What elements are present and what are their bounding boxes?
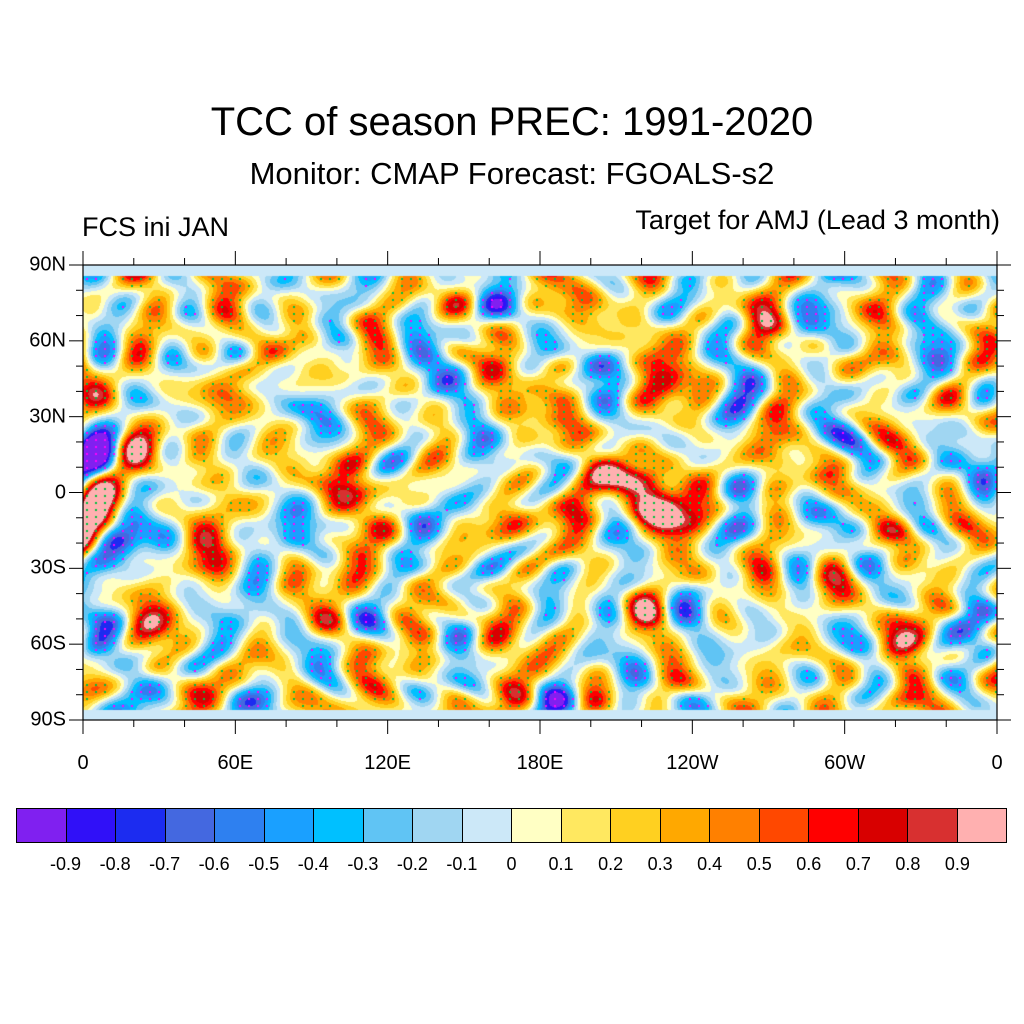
colorbar-label: -0.6: [198, 854, 230, 874]
colorbar-swatch: [759, 809, 809, 842]
colorbar-label: -0.5: [248, 854, 280, 874]
lon-tick-label: 0: [77, 752, 89, 774]
colorbar-label: 0: [506, 854, 517, 874]
lon-tick-label: 180E: [516, 752, 564, 774]
colorbar-swatch: [413, 809, 463, 842]
lat-tick-label: 30S: [30, 556, 66, 579]
map-border: [82, 264, 998, 721]
colorbar-label: -0.9: [50, 854, 82, 874]
colorbar-swatch: [809, 809, 859, 842]
colorbar-label: 0.7: [845, 854, 871, 874]
colorbar-label: 0.4: [697, 854, 723, 874]
colorbar-swatch: [66, 809, 116, 842]
colorbar-swatch: [17, 809, 67, 842]
lat-tick-label: 0: [54, 481, 66, 503]
colorbar-swatch: [611, 809, 661, 842]
colorbar-label: -0.4: [297, 854, 329, 874]
chart-title: TCC of season PREC: 1991-2020: [210, 100, 814, 144]
colorbar-label: 0.6: [796, 854, 822, 874]
colorbar-label: -0.2: [396, 854, 428, 874]
colorbar: [16, 808, 1007, 843]
lon-tick-label: 120W: [666, 752, 719, 774]
colorbar-label: 0.1: [548, 854, 574, 874]
colorbar-swatch: [660, 809, 710, 842]
colorbar-swatch: [314, 809, 364, 842]
colorbar-swatch: [264, 809, 314, 842]
colorbar-label: 0.2: [598, 854, 624, 874]
colorbar-swatch: [165, 809, 215, 842]
colorbar-swatch: [116, 809, 166, 842]
colorbar-swatch: [710, 809, 760, 842]
lat-tick-label: 60S: [30, 632, 66, 655]
lat-tick-label: 90N: [29, 253, 66, 276]
colorbar-swatch: [512, 809, 562, 842]
colorbar-swatch: [462, 809, 512, 842]
lon-tick-label: 0: [991, 752, 1003, 774]
colorbar-swatch: [561, 809, 611, 842]
lat-tick-label: 90S: [30, 708, 66, 731]
init-label: FCS ini JAN: [82, 212, 230, 242]
colorbar-label: 0.9: [944, 854, 970, 874]
colorbar-swatch: [858, 809, 908, 842]
colorbar-label: 0.3: [647, 854, 673, 874]
lon-tick-label: 60E: [217, 752, 254, 774]
colorbar-label: 0.8: [895, 854, 921, 874]
colorbar-label: 0.5: [746, 854, 772, 874]
colorbar-label: -0.7: [149, 854, 181, 874]
target-label: Target for AMJ (Lead 3 month): [635, 205, 1000, 235]
colorbar-label: -0.8: [99, 854, 131, 874]
lat-tick-label: 30N: [29, 405, 66, 428]
colorbar-swatch: [215, 809, 265, 842]
colorbar-label: -0.3: [347, 854, 379, 874]
colorbar-label: -0.1: [446, 854, 478, 874]
lat-tick-label: 60N: [29, 329, 66, 352]
correlation-map: [83, 265, 997, 720]
chart-subtitle: Monitor: CMAP Forecast: FGOALS-s2: [249, 156, 775, 191]
colorbar-swatch: [908, 809, 958, 842]
colorbar-swatch: [363, 809, 413, 842]
colorbar-swatch: [957, 809, 1006, 842]
lon-tick-label: 120E: [364, 752, 412, 774]
lon-tick-label: 60W: [824, 752, 866, 774]
